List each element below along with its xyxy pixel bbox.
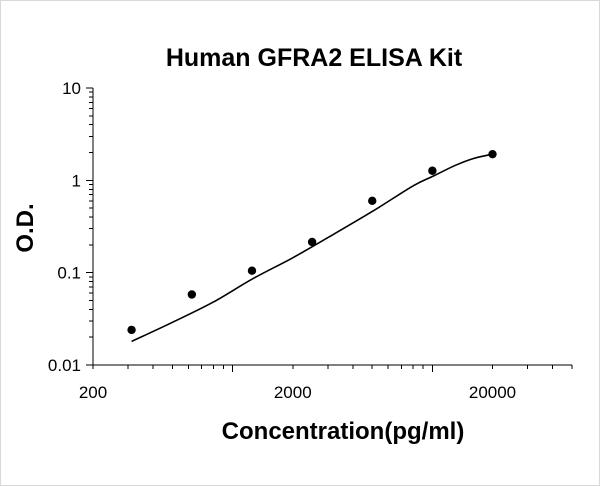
y-tick-label: 0.01 — [48, 356, 81, 375]
x-tick-label: 2000 — [274, 383, 312, 402]
data-points-group — [127, 149, 497, 335]
x-tick-label: 20000 — [469, 383, 516, 402]
data-point — [307, 237, 317, 247]
chart-title: Human GFRA2 ELISA Kit — [166, 44, 463, 72]
data-point — [368, 196, 377, 206]
fit-curve-line — [131, 153, 493, 343]
data-point — [187, 290, 197, 299]
data-point — [247, 266, 257, 275]
data-point — [428, 166, 437, 175]
y-tick-label: 1 — [72, 171, 81, 190]
tick-labels-group: 0.01 0.1 1 10 200 2000 20000 — [48, 79, 516, 402]
y-tick-label: 10 — [62, 79, 81, 98]
y-tick-label: 0.1 — [57, 264, 81, 283]
data-point — [127, 325, 136, 335]
fit-curve-group — [131, 153, 493, 343]
y-axis-title: O.D. — [12, 203, 39, 252]
data-point — [488, 149, 497, 159]
axes — [86, 87, 573, 372]
x-tick-label: 200 — [79, 383, 107, 402]
x-axis-title: Concentration(pg/ml) — [222, 418, 465, 445]
